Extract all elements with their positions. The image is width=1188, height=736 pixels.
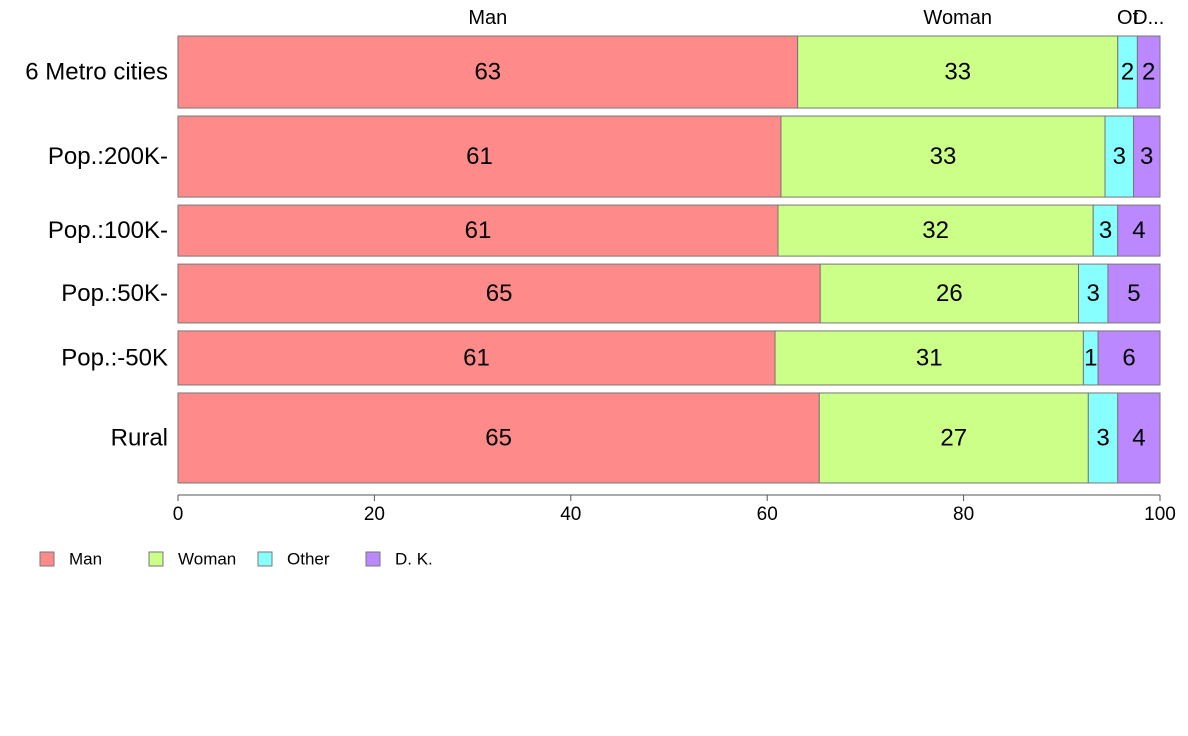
data-label: 65 xyxy=(485,424,512,451)
bar-segment-man-pop-50k xyxy=(177,330,776,386)
data-label: 65 xyxy=(486,280,513,307)
bar-segment-other-rural xyxy=(1087,392,1119,484)
bar-segment-woman-pop-100k xyxy=(777,204,1094,257)
bar-segment-d-k-rural xyxy=(1117,392,1161,484)
bar-segment-woman-6-metro-cities xyxy=(797,35,1119,109)
series-top-label: Ot xyxy=(1117,7,1139,29)
data-label: 26 xyxy=(936,280,963,307)
category-label: Pop.:-50K xyxy=(61,344,168,371)
bar-segment-woman-pop-50k xyxy=(774,330,1084,386)
x-tick-label: 80 xyxy=(953,504,974,525)
bar-segment-woman-pop-200k xyxy=(780,115,1106,198)
legend-label-other: Other xyxy=(287,550,330,569)
category-label: Pop.:200K- xyxy=(48,143,168,170)
x-tick-label: 20 xyxy=(364,504,385,525)
bar-segment-d-k-pop-200k xyxy=(1132,115,1161,198)
bar-segment-man-pop-50k xyxy=(177,263,821,324)
bar-segment-other-pop-200k xyxy=(1104,115,1134,198)
data-label: 61 xyxy=(466,143,493,170)
x-tick-label: 60 xyxy=(757,504,778,525)
data-label: 3 xyxy=(1099,217,1112,244)
bar-segment-d-k-pop-50k xyxy=(1097,330,1161,386)
data-label: 33 xyxy=(930,143,957,170)
series-top-label: Man xyxy=(468,7,507,29)
category-label: Rural xyxy=(111,424,168,451)
data-label: 3 xyxy=(1113,143,1126,170)
x-tick-label: 0 xyxy=(173,504,184,525)
data-label: 3 xyxy=(1096,424,1109,451)
x-tick-label: 40 xyxy=(560,504,581,525)
series-top-label: D... xyxy=(1133,7,1164,29)
bar-segment-man-pop-100k xyxy=(177,204,779,257)
bar-segment-man-pop-200k xyxy=(177,115,782,198)
legend-swatch-woman xyxy=(148,551,164,567)
legend-label-d-k: D. K. xyxy=(395,550,433,569)
bar-segment-woman-pop-50k xyxy=(819,263,1079,324)
data-label: 1 xyxy=(1084,344,1097,371)
legend-label-woman: Woman xyxy=(178,550,236,569)
data-label: 3 xyxy=(1087,280,1100,307)
data-label: 63 xyxy=(474,59,501,86)
data-label: 27 xyxy=(940,424,967,451)
legend-label-man: Man xyxy=(69,550,102,569)
data-label: 61 xyxy=(465,217,492,244)
bar-segment-man-rural xyxy=(177,392,820,484)
series-top-label: Woman xyxy=(923,7,992,29)
data-label: 6 xyxy=(1122,344,1135,371)
legend-swatch-d-k xyxy=(365,551,381,567)
bar-segment-man-6-metro-cities xyxy=(177,35,799,109)
x-tick-label: 100 xyxy=(1144,504,1176,525)
data-label: 4 xyxy=(1132,217,1145,244)
category-label: Pop.:100K- xyxy=(48,217,168,244)
data-label: 2 xyxy=(1142,59,1155,86)
data-label: 61 xyxy=(463,344,490,371)
data-label: 2 xyxy=(1121,59,1134,86)
data-label: 33 xyxy=(944,59,971,86)
bar-segment-d-k-pop-50k xyxy=(1107,263,1161,324)
data-label: 4 xyxy=(1132,424,1145,451)
category-label: Pop.:50K- xyxy=(61,280,168,307)
data-label: 3 xyxy=(1140,143,1153,170)
bar-segment-woman-rural xyxy=(818,392,1089,484)
legend-swatch-other xyxy=(257,551,273,567)
bar-segment-d-k-pop-100k xyxy=(1117,204,1161,257)
category-label: 6 Metro cities xyxy=(25,59,168,86)
data-label: 31 xyxy=(916,344,943,371)
bar-segment-d-k-6-metro-cities xyxy=(1136,35,1161,109)
legend-swatch-man xyxy=(39,551,55,567)
data-label: 32 xyxy=(922,217,949,244)
data-label: 5 xyxy=(1127,280,1140,307)
